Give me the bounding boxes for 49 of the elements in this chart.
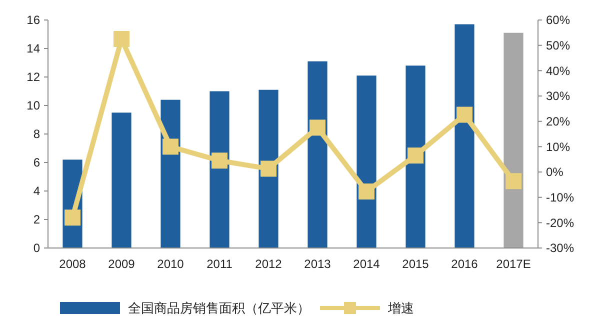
legend-label: 全国商品房销售面积（亿平米） [128, 300, 310, 316]
y2-tick-label: -20% [546, 216, 574, 230]
point [358, 184, 374, 200]
y-tick-label: 8 [33, 127, 40, 142]
x-tick-label: 2016 [451, 257, 478, 271]
point [114, 31, 130, 47]
bar [406, 66, 426, 248]
point [456, 106, 472, 123]
y-tick-label: 4 [33, 184, 40, 198]
y-tick-label: 10 [26, 98, 40, 113]
x-tick-label: 2012 [255, 257, 282, 271]
bar [454, 24, 474, 248]
y-tick-label: 0 [33, 241, 40, 256]
y2-tick-label: -30% [546, 241, 574, 256]
point [310, 120, 326, 136]
y-tick-label: 12 [26, 70, 40, 84]
x-tick-label: 2017E [496, 257, 531, 271]
x-tick-label: 2011 [206, 257, 233, 271]
y2-tick-label: 10% [546, 140, 570, 154]
y-tick-label: 2 [33, 212, 40, 227]
point [162, 138, 178, 155]
bar [112, 112, 132, 248]
bar [308, 61, 328, 248]
bar [210, 91, 230, 248]
point [64, 210, 80, 226]
point [506, 173, 522, 190]
point [260, 160, 276, 177]
bar [258, 90, 278, 248]
x-tick-label: 2010 [157, 257, 184, 271]
x-tick-label: 2009 [108, 257, 136, 271]
y2-tick-label: 0% [546, 165, 564, 180]
y-tick-label: 14 [26, 42, 40, 56]
point [408, 148, 424, 164]
y2-tick-label: 50% [546, 38, 570, 53]
y2-tick-label: -10% [546, 190, 574, 205]
point [212, 152, 228, 169]
x-tick-label: 2013 [304, 257, 332, 271]
y2-tick-label: 60% [546, 13, 570, 28]
y-tick-label: 16 [26, 13, 40, 28]
bar [504, 32, 524, 248]
y-tick-label: 6 [33, 156, 40, 170]
legend-label: 增速 [387, 300, 414, 316]
y2-tick-label: 40% [546, 64, 570, 78]
bar [356, 76, 376, 248]
y2-tick-label: 30% [546, 89, 570, 104]
y2-tick-label: 20% [546, 114, 570, 129]
x-tick-label: 2014 [353, 257, 380, 271]
x-tick-label: 2008 [59, 257, 86, 271]
x-tick-label: 2015 [402, 257, 430, 271]
